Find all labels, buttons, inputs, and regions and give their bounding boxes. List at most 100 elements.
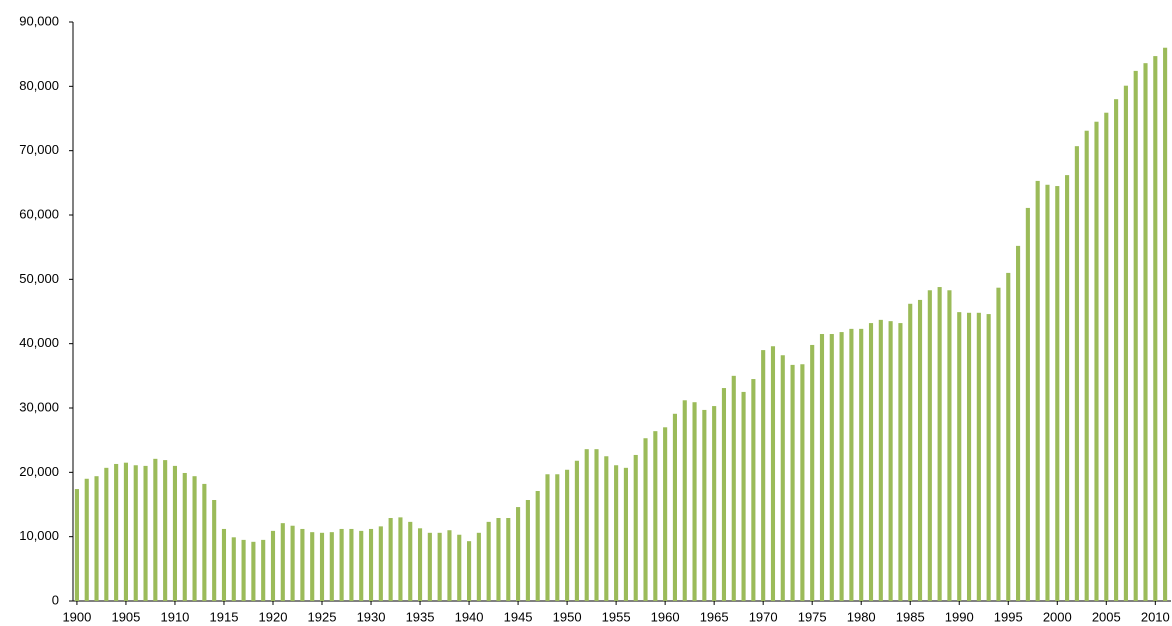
bar [280,523,285,601]
bar [937,287,942,601]
bar [496,518,501,601]
x-tick-label: 1920 [259,609,288,624]
y-tick-label: 90,000 [19,13,59,28]
x-tick-label: 1915 [210,609,239,624]
bar [398,517,403,601]
bar [359,530,364,601]
bar [163,460,168,601]
bar [643,438,648,601]
bar [84,478,89,601]
x-tick-label: 1940 [455,609,484,624]
bar [927,290,932,601]
bar [859,328,864,601]
bar [202,483,207,601]
bar [437,532,442,601]
x-tick-label: 2010 [1141,609,1170,624]
x-tick-label: 1900 [62,609,91,624]
bar [408,521,413,601]
bar [516,507,521,601]
bar [104,467,109,601]
bar [545,474,550,601]
bar [633,454,638,601]
bar [349,528,354,601]
bar [663,427,668,601]
bar [417,528,423,601]
bar [290,525,295,601]
bar [447,530,452,601]
x-tick-label: 1995 [994,609,1023,624]
bar [878,319,883,601]
y-tick-label: 50,000 [19,271,59,286]
bar [182,472,187,601]
bar [986,314,991,601]
bar [123,462,128,601]
bar [731,375,736,601]
bar [1074,146,1079,601]
bar [819,334,825,601]
bar [614,465,619,601]
y-tick-label: 70,000 [19,142,59,157]
bar [898,323,903,601]
bar [751,379,756,601]
bar [133,465,138,601]
bar [947,290,952,601]
bar [555,474,560,601]
bar [172,465,178,601]
x-tick-label: 1950 [553,609,582,624]
y-tick-label: 20,000 [19,464,59,479]
bar [192,476,197,601]
x-tick-label: 1980 [847,609,876,624]
bar [770,346,776,601]
bar [457,534,462,601]
bar [721,388,727,601]
bar [574,460,579,601]
bar [1143,63,1148,601]
bar [1094,121,1099,601]
bar [565,469,570,601]
bar [241,539,246,601]
bar [868,323,874,601]
y-tick-label: 80,000 [19,78,59,93]
x-tick-label: 1975 [798,609,827,624]
y-tick-label: 30,000 [19,399,59,414]
x-tick-label: 1945 [504,609,533,624]
bar [594,449,599,601]
bar [957,312,962,601]
bar [1035,180,1040,602]
x-tick-label: 1970 [749,609,778,624]
bar [849,328,854,601]
bar [1016,245,1021,601]
bar [790,364,795,601]
bar [388,518,393,601]
bar [702,409,707,601]
x-tick-label: 2000 [1043,609,1072,624]
bar [1084,130,1089,601]
bar [584,449,589,601]
bar [427,532,432,601]
bar [221,528,227,601]
bar [506,518,511,601]
bar [368,528,374,601]
bar [319,532,325,601]
bar [251,541,256,601]
bar [908,303,913,601]
bar [761,350,766,601]
bar [467,541,472,601]
bar [996,287,1001,601]
bar [114,463,119,601]
bar [231,537,236,601]
bar [329,532,334,601]
bar [1114,99,1119,601]
bar [623,467,628,601]
y-tick-label: 60,000 [19,206,59,221]
bar [888,321,893,601]
bar [976,312,981,601]
bar [741,391,746,601]
x-tick-label: 1910 [160,609,189,624]
bar [270,530,276,601]
x-tick-label: 1985 [896,609,925,624]
y-tick-label: 40,000 [19,335,59,350]
bar [966,312,972,601]
x-tick-label: 1905 [111,609,140,624]
